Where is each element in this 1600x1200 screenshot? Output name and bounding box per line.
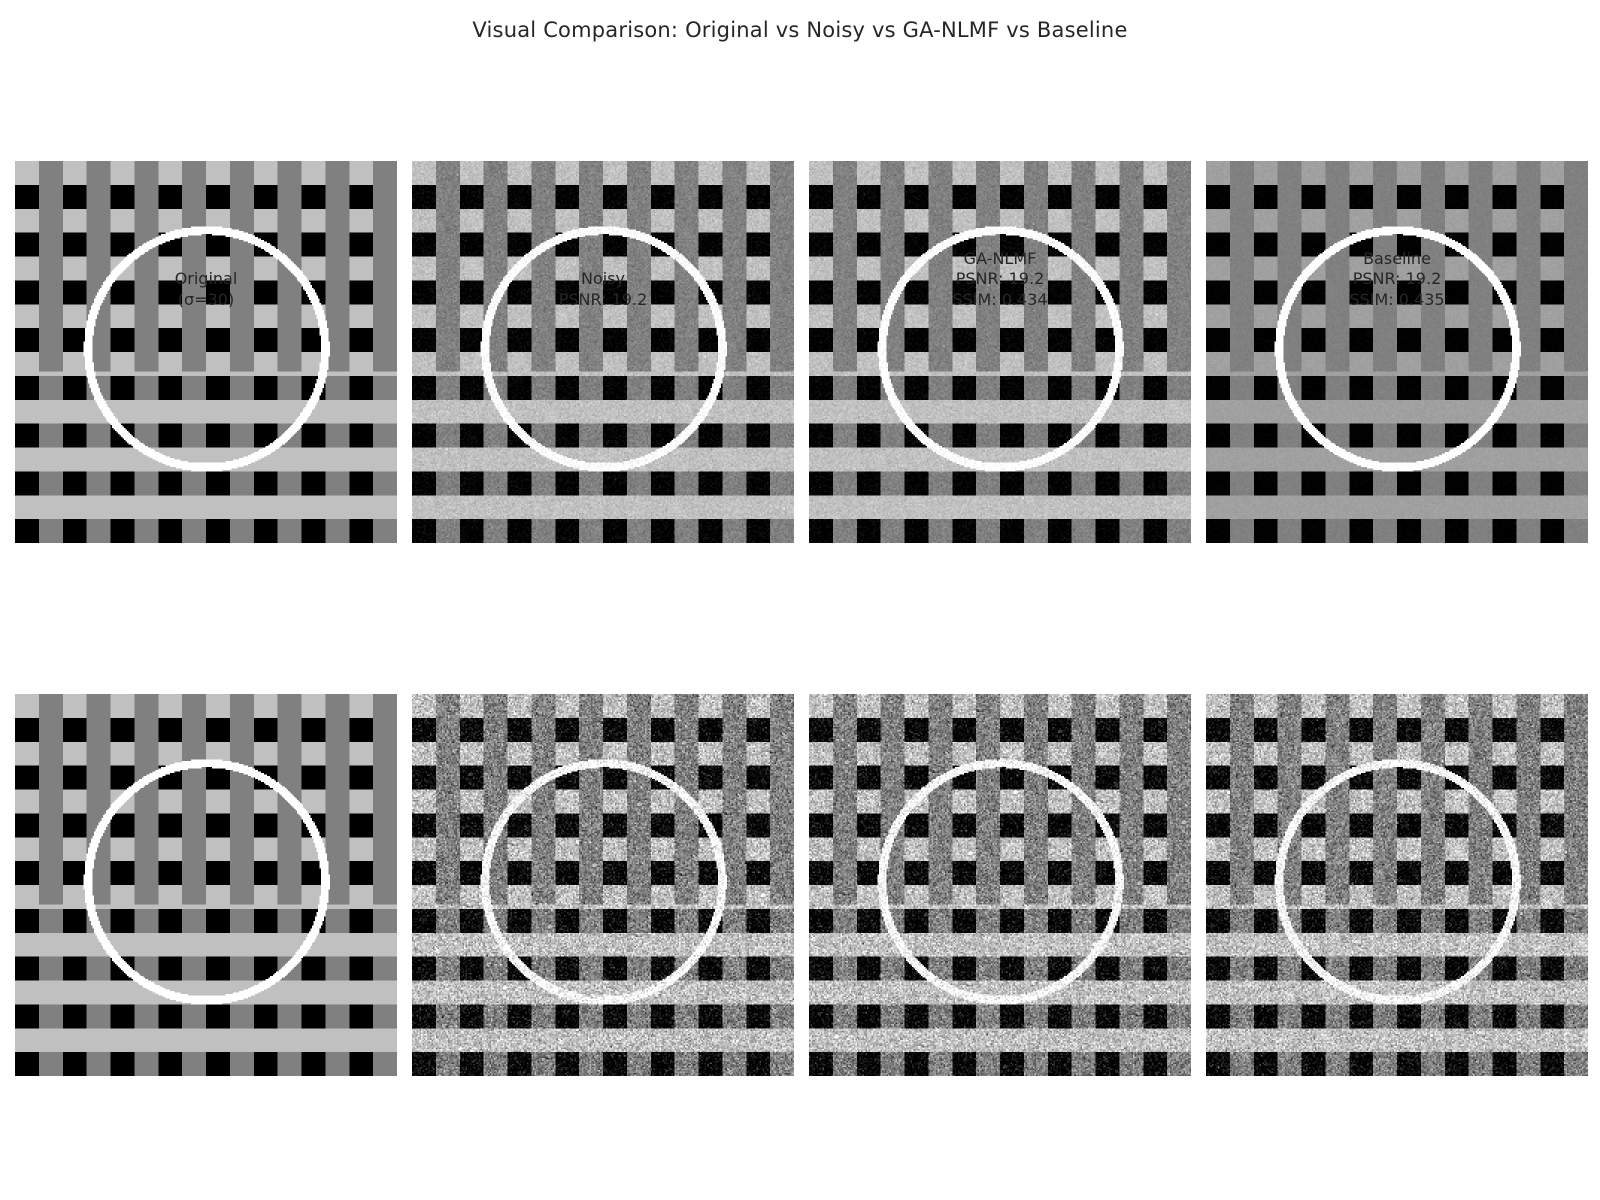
panel-image — [412, 694, 794, 1076]
panel-title-line: PSNR: 19.2 — [955, 269, 1045, 288]
panel-image — [809, 694, 1191, 1076]
figure-title: Visual Comparison: Original vs Noisy vs … — [472, 18, 1128, 42]
panel-title-line: Baseline — [1363, 248, 1431, 268]
panel-title-line: (σ=30) — [177, 289, 235, 309]
panel-title: Baseline PSNR: 19.2 SSIM: 0.435 — [1206, 249, 1588, 311]
panel-image — [1206, 694, 1588, 1076]
panel-image — [15, 694, 397, 1076]
panel-title-line: SSIM: 0.435 — [1349, 289, 1445, 309]
panel-title-line: PSNR: 19.2 — [1352, 269, 1442, 288]
panel-title: Noisy PSNR: 19.2 — [412, 269, 794, 310]
panel-title: GA-NLMF PSNR: 19.2 SSIM: 0.434 — [809, 249, 1191, 311]
panel-title-line: Original — [174, 269, 238, 288]
panel-title-line: Noisy — [580, 269, 625, 288]
panel-image — [1206, 161, 1588, 543]
panel-title-line: SSIM: 0.434 — [952, 289, 1048, 309]
panel-image — [15, 161, 397, 543]
panel-image — [809, 161, 1191, 543]
panel-image — [412, 161, 794, 543]
panel-title-line: GA-NLMF — [963, 248, 1037, 268]
panel-title: Original (σ=30) — [15, 269, 397, 310]
panel-title-line: PSNR: 19.2 — [558, 289, 648, 309]
